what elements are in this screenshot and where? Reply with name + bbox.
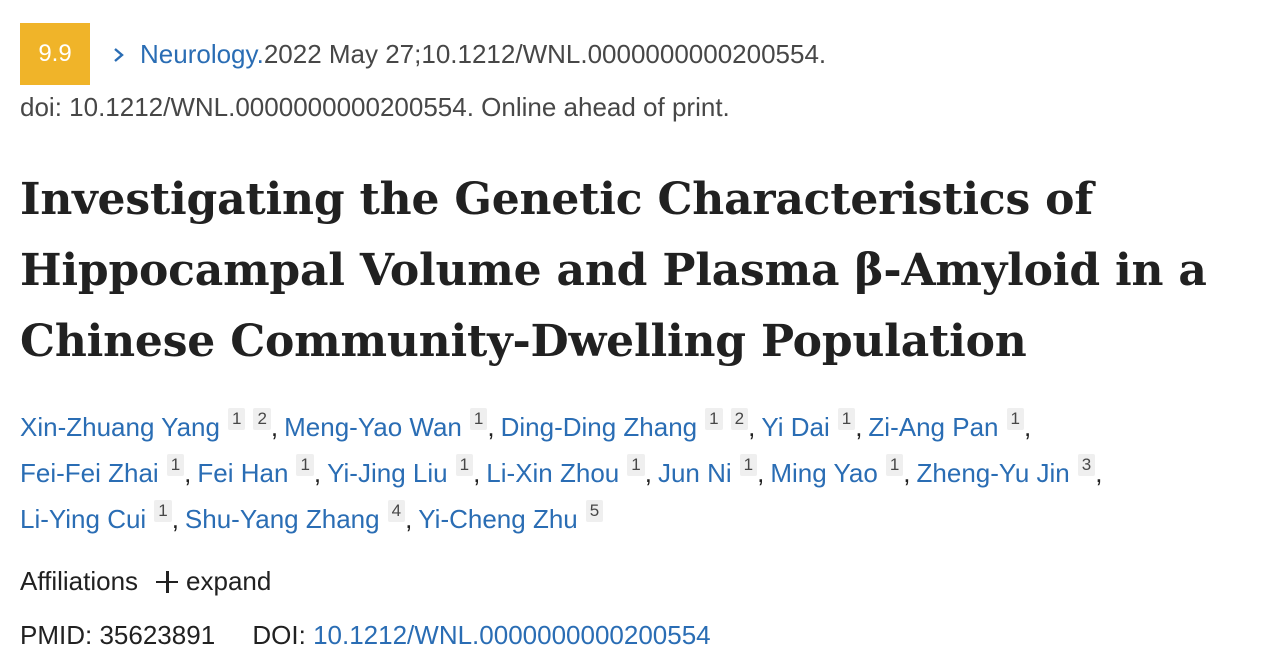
affiliation-number-button[interactable]: 1	[740, 454, 757, 476]
author-link[interactable]: Li-Ying Cui	[20, 504, 146, 534]
affiliation-number-button[interactable]: 1	[470, 408, 487, 430]
author-link[interactable]: Shu-Yang Zhang	[185, 504, 380, 534]
affiliation-number-button[interactable]: 1	[228, 408, 245, 430]
author-link[interactable]: Yi-Jing Liu	[327, 458, 447, 488]
author-separator: ,	[645, 458, 652, 488]
author-link[interactable]: Zi-Ang Pan	[868, 412, 998, 442]
author-separator: ,	[487, 412, 494, 442]
author-separator: ,	[473, 458, 480, 488]
author-separator: ,	[903, 458, 910, 488]
author-separator: ,	[271, 412, 278, 442]
plus-icon	[156, 571, 178, 593]
journal-link[interactable]: Neurology.	[140, 39, 264, 70]
author-separator: ,	[314, 458, 321, 488]
article-title-line: Chinese Community-Dwelling Population	[20, 306, 1207, 377]
affiliation-number-button[interactable]: 1	[886, 454, 903, 476]
article-title-line: Hippocampal Volume and Plasma β-Amyloid …	[20, 235, 1207, 306]
citation-line: 9.9 Neurology. 2022 May 27;10.1212/WNL.0…	[20, 23, 826, 85]
affiliation-number-button[interactable]: 1	[627, 454, 644, 476]
affiliation-number-button[interactable]: 1	[296, 454, 313, 476]
identifiers-row: PMID: 35623891 DOI: 10.1212/WNL.00000000…	[20, 620, 711, 651]
author-link[interactable]: Ding-Ding Zhang	[501, 412, 698, 442]
author-line: Li-Ying Cui 1, Shu-Yang Zhang 4, Yi-Cheng Zh…	[20, 496, 1270, 542]
author-link[interactable]: Ming Yao	[770, 458, 877, 488]
affiliation-number-button[interactable]: 1	[1007, 408, 1024, 430]
author-link[interactable]: Fei-Fei Zhai	[20, 458, 159, 488]
affiliations-row: Affiliations expand	[20, 566, 271, 597]
affiliation-number-button[interactable]: 4	[388, 500, 405, 522]
author-separator: ,	[1095, 458, 1102, 488]
author-separator: ,	[748, 412, 755, 442]
article-title: Investigating the Genetic Characteristic…	[20, 164, 1207, 377]
affiliation-number-button[interactable]: 1	[705, 408, 722, 430]
affiliation-number-button[interactable]: 1	[838, 408, 855, 430]
citation-details: 2022 May 27;10.1212/WNL.0000000000200554…	[264, 39, 826, 70]
author-separator: ,	[1024, 412, 1031, 442]
author-link[interactable]: Xin-Zhuang Yang	[20, 412, 220, 442]
author-line: Xin-Zhuang Yang 1 2, Meng-Yao Wan 1, Ding-Din…	[20, 404, 1270, 450]
affiliation-number-button[interactable]: 3	[1078, 454, 1095, 476]
expand-affiliations-button[interactable]: expand	[156, 566, 271, 597]
author-link[interactable]: Yi Dai	[761, 412, 829, 442]
author-link[interactable]: Jun Ni	[658, 458, 732, 488]
author-separator: ,	[172, 504, 179, 534]
affiliation-number-button[interactable]: 1	[167, 454, 184, 476]
affiliation-number-button[interactable]: 1	[154, 500, 171, 522]
doi-link[interactable]: 10.1212/WNL.0000000000200554	[313, 620, 711, 650]
author-list: Xin-Zhuang Yang 1 2, Meng-Yao Wan 1, Ding-Din…	[20, 404, 1270, 542]
affiliation-number-button[interactable]: 5	[586, 500, 603, 522]
affiliation-number-button[interactable]: 1	[456, 454, 473, 476]
chevron-right-icon[interactable]	[112, 48, 126, 62]
affiliation-number-button[interactable]: 2	[253, 408, 270, 430]
author-separator: ,	[855, 412, 862, 442]
doi-print-status: doi: 10.1212/WNL.0000000000200554. Onlin…	[20, 92, 730, 123]
affiliations-label: Affiliations	[20, 566, 138, 597]
author-line: Fei-Fei Zhai 1, Fei Han 1, Yi-Jing Liu 1, Li-X…	[20, 450, 1270, 496]
author-link[interactable]: Yi-Cheng Zhu	[418, 504, 577, 534]
author-link[interactable]: Li-Xin Zhou	[486, 458, 619, 488]
pmid-value: 35623891	[99, 620, 215, 650]
author-link[interactable]: Fei Han	[197, 458, 288, 488]
impact-factor-badge: 9.9	[20, 23, 90, 85]
expand-label: expand	[186, 566, 271, 597]
author-separator: ,	[184, 458, 191, 488]
author-link[interactable]: Meng-Yao Wan	[284, 412, 462, 442]
article-title-line: Investigating the Genetic Characteristic…	[20, 164, 1207, 235]
author-separator: ,	[405, 504, 412, 534]
doi-label: DOI:	[252, 620, 305, 650]
author-separator: ,	[757, 458, 764, 488]
author-link[interactable]: Zheng-Yu Jin	[917, 458, 1070, 488]
affiliation-number-button[interactable]: 2	[731, 408, 748, 430]
pmid-label: PMID:	[20, 620, 92, 650]
